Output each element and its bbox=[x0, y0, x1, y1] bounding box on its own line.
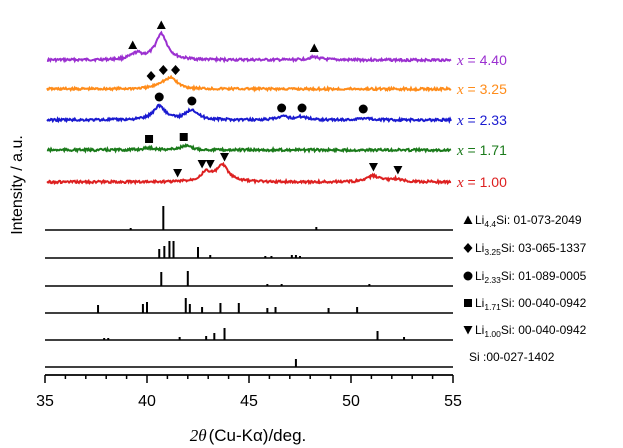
triangle-down-marker bbox=[197, 160, 207, 169]
series-label-variable: x bbox=[456, 143, 464, 159]
series-label: x = 4.40 bbox=[456, 52, 507, 69]
circle-marker bbox=[154, 92, 164, 102]
triangle-down-marker bbox=[368, 163, 378, 172]
triangle-up-marker bbox=[309, 43, 319, 52]
reference-label-base: Li bbox=[475, 323, 484, 337]
reference-label: Li1.00Si: 00-040-0942 bbox=[475, 323, 587, 339]
square-legend-marker bbox=[464, 299, 472, 307]
series-label-value: = 2.33 bbox=[464, 112, 507, 128]
series-label-value: = 4.40 bbox=[464, 52, 507, 68]
reference-label: Li2.33Si: 01-089-0005 bbox=[475, 269, 587, 285]
reference-label-subscript: 3.25 bbox=[484, 247, 501, 257]
series-label: x = 2.33 bbox=[456, 112, 507, 129]
triangle-down-legend-marker bbox=[463, 326, 473, 335]
triangle-up-marker bbox=[156, 20, 166, 29]
circle-marker bbox=[277, 103, 287, 113]
reference-label: Li4.4Si: 01-073-2049 bbox=[475, 213, 582, 229]
reference-label-code: Si: 00-040-0942 bbox=[501, 296, 587, 310]
pattern-line bbox=[46, 30, 452, 64]
pattern-line bbox=[46, 143, 452, 154]
series-label-variable: x bbox=[456, 82, 464, 98]
x-axis-label: 2θ (Cu-Kα)/deg. bbox=[190, 426, 307, 445]
series-label: x = 3.25 bbox=[456, 81, 507, 98]
x-tick-label: 40 bbox=[138, 393, 156, 410]
triangle-down-marker bbox=[173, 169, 183, 178]
triangle-down-marker bbox=[393, 166, 403, 175]
pattern-line bbox=[46, 74, 452, 93]
x-tick-label: 55 bbox=[444, 393, 462, 410]
reference-patterns bbox=[45, 206, 453, 368]
series-labels: x = 4.40x = 3.25x = 2.33x = 1.71x = 1.00 bbox=[456, 52, 507, 191]
pattern-line bbox=[46, 161, 452, 186]
reference-label-subscript: 4.4 bbox=[484, 219, 496, 229]
series-label-variable: x bbox=[456, 53, 464, 69]
x-tick-label: 35 bbox=[36, 393, 54, 410]
diamond-marker bbox=[158, 65, 168, 75]
reference-label-base: Li bbox=[475, 241, 484, 255]
diamond-marker bbox=[171, 65, 181, 75]
square-marker bbox=[145, 135, 154, 143]
reference-label-subscript: 2.33 bbox=[484, 275, 501, 285]
x-axis: 35 40 45 50 55 bbox=[36, 374, 462, 410]
series-label-value: = 1.00 bbox=[464, 174, 507, 190]
triangle-up-legend-marker bbox=[463, 215, 473, 224]
diamond-legend-marker bbox=[463, 243, 473, 253]
circle-legend-marker bbox=[463, 271, 473, 281]
diamond-marker bbox=[146, 71, 156, 81]
reference-label-base: Li bbox=[475, 269, 484, 283]
reference-label-base: Li bbox=[475, 213, 484, 227]
series-label-value: = 1.71 bbox=[464, 142, 507, 158]
series-label-variable: x bbox=[456, 175, 464, 191]
triangle-down-marker bbox=[205, 160, 215, 169]
square-marker bbox=[179, 133, 188, 141]
reference-label: Li1.71Si: 00-040-0942 bbox=[475, 296, 587, 312]
x-axis-label-theta: 2θ bbox=[190, 426, 207, 445]
reference-label: Li3.25Si: 03-065-1337 bbox=[475, 241, 587, 257]
triangle-down-marker bbox=[220, 153, 230, 162]
xrd-patterns bbox=[46, 20, 452, 186]
series-label-value: = 3.25 bbox=[464, 81, 507, 97]
reference-label-base: Li bbox=[475, 296, 484, 310]
circle-marker bbox=[358, 104, 368, 114]
triangle-up-marker bbox=[128, 40, 138, 49]
reference-label-base: Si :00-027-1402 bbox=[469, 350, 555, 364]
series-label: x = 1.00 bbox=[456, 174, 507, 191]
reference-label-code: Si: 01-073-2049 bbox=[496, 213, 582, 227]
series-label-variable: x bbox=[456, 113, 464, 129]
y-axis-label: Intensity / a.u. bbox=[9, 135, 26, 235]
reference-label-subscript: 1.71 bbox=[484, 302, 501, 312]
reference-label-subscript: 1.00 bbox=[484, 329, 501, 339]
reference-label-code: Si: 03-065-1337 bbox=[501, 241, 587, 255]
series-label: x = 1.71 bbox=[456, 142, 507, 159]
circle-marker bbox=[297, 103, 307, 113]
reference-label: Si :00-027-1402 bbox=[469, 350, 555, 364]
circle-marker bbox=[187, 96, 197, 106]
reference-label-code: Si: 01-089-0005 bbox=[501, 269, 587, 283]
x-axis-label-unit: (Cu-Kα)/deg. bbox=[209, 426, 307, 445]
pattern-line bbox=[46, 103, 452, 125]
x-tick-label: 45 bbox=[240, 393, 258, 410]
reference-label-code: Si: 00-040-0942 bbox=[501, 323, 587, 337]
x-tick-label: 50 bbox=[342, 393, 360, 410]
